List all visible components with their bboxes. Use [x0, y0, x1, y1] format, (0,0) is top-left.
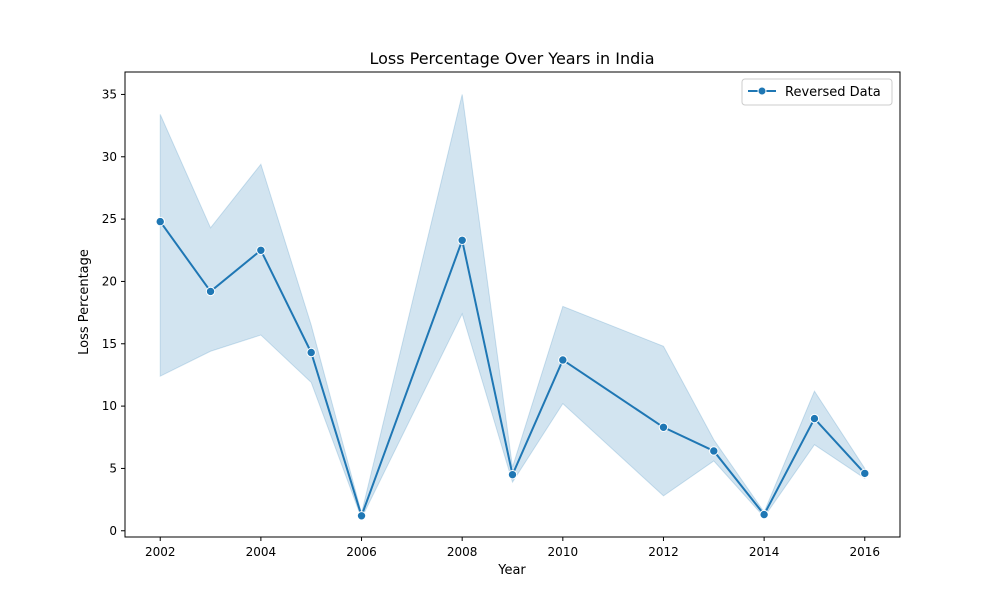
axes-frame [124, 71, 901, 538]
y-tick-label: 30 [102, 150, 117, 164]
axes: 2002 2004 2006 2008 2010 2012 2014 2016 0 5 10 15 20… [102, 71, 901, 559]
x-tick-label: 2002 [145, 545, 176, 559]
y-tick-label: 20 [102, 274, 117, 288]
y-tick-label: 35 [102, 87, 117, 101]
data-point [306, 347, 316, 358]
y-tick-label: 15 [102, 337, 117, 351]
x-tick-label: 2014 [749, 545, 780, 559]
data-point [809, 413, 820, 424]
x-tick-label: 2016 [849, 545, 880, 559]
y-tick-label: 25 [102, 212, 117, 226]
legend-marker-swatch [757, 86, 767, 96]
legend-frame [741, 78, 893, 106]
x-axis-label: Year [497, 563, 526, 578]
x-tick-label: 2004 [246, 545, 277, 559]
x-tick-label: 2008 [447, 545, 478, 559]
data-point [155, 216, 165, 227]
data-point [507, 469, 518, 480]
y-tick-label: 5 [109, 461, 117, 475]
data-point [256, 245, 266, 255]
data-point [356, 511, 367, 521]
data-point [860, 468, 870, 479]
y-tick-label: 0 [109, 524, 117, 538]
x-tick-label: 2012 [648, 545, 679, 559]
y-tick-label: 10 [102, 399, 117, 413]
confidence-band [159, 94, 866, 520]
data-point [759, 509, 769, 520]
legend-label: Reversed Data [785, 85, 881, 100]
data-point [558, 355, 568, 365]
data-point [709, 446, 719, 456]
plot-area [155, 94, 870, 521]
data-point [457, 235, 467, 245]
legend: Reversed Data [741, 78, 893, 106]
chart-title: Loss Percentage Over Years in India [369, 49, 654, 68]
x-tick-label: 2006 [346, 545, 377, 559]
data-point [658, 422, 669, 432]
y-axis-label: Loss Percentage [77, 249, 92, 355]
data-point [205, 286, 216, 297]
x-tick-label: 2010 [548, 545, 579, 559]
